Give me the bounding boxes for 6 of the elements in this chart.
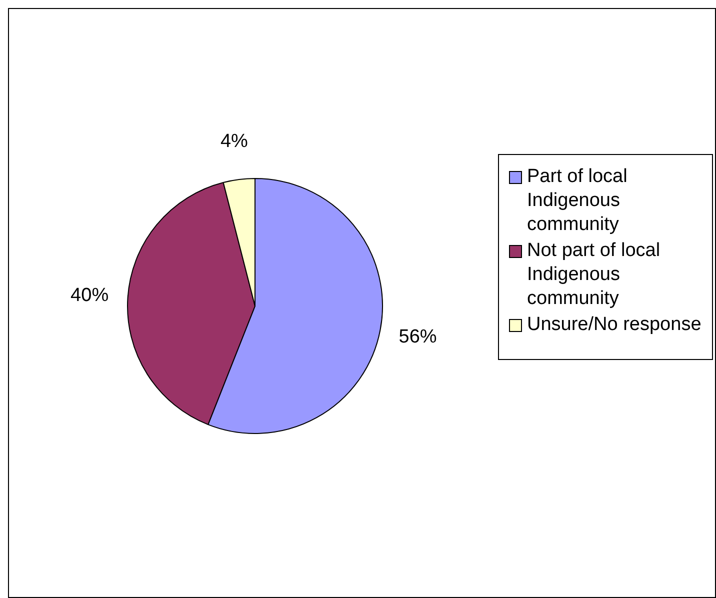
- data-label: 4%: [220, 130, 248, 152]
- legend-label: Part of local Indigenous community: [527, 165, 628, 237]
- data-label: 40%: [70, 284, 109, 306]
- legend-label: Not part of local Indigenous community: [527, 239, 662, 311]
- legend-label: Unsure/No response: [527, 313, 702, 337]
- data-label: 56%: [398, 326, 437, 348]
